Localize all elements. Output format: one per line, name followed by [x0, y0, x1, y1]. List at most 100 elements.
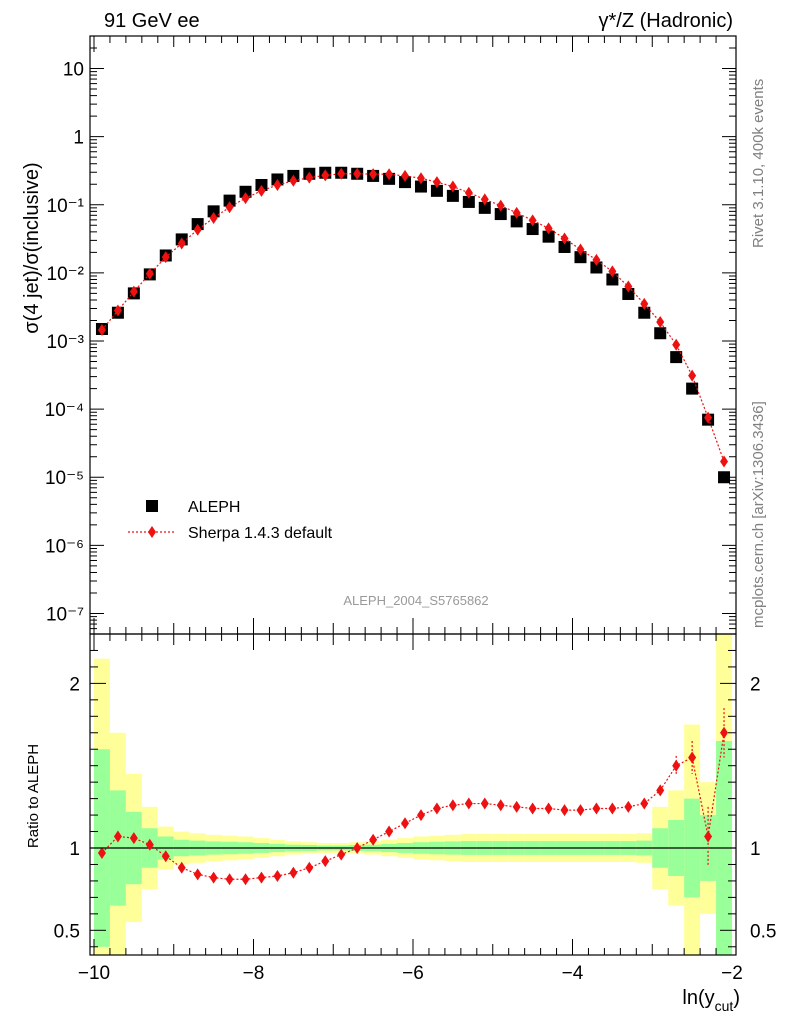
aleph-data-point [494, 208, 507, 221]
sherpa-data-point [464, 186, 473, 199]
upper-y-tick-label: 10⁻⁷ [46, 604, 84, 625]
upper-y-axis-title: σ(4 jet)/σ(inclusive) [21, 162, 43, 333]
aleph-data-point [207, 205, 220, 218]
upper-y-tick-label: 10⁻⁴ [45, 400, 84, 421]
sherpa-data-point [321, 169, 330, 182]
mcplots-label: mcplots.cern.ch [arXiv:1306.3436] [750, 401, 767, 628]
ratio-data-point [161, 850, 170, 863]
ratio-data-point [273, 869, 282, 882]
sherpa-data-point [448, 180, 457, 193]
ratio-data-point [369, 833, 378, 846]
ratio-data-point [145, 838, 154, 851]
aleph-data-point [542, 230, 555, 243]
ratio-data-point [241, 873, 250, 886]
sherpa-data-point [337, 167, 346, 180]
ratio-data-point [592, 802, 601, 815]
sherpa-data-point [592, 253, 601, 266]
ratio-y-tick-label-right: 1 [750, 839, 761, 860]
sherpa-data-point [145, 267, 154, 280]
sherpa-data-point [688, 369, 697, 382]
ratio-y-tick-label-right: 2 [750, 674, 761, 695]
ratio-y-tick-label: 2 [69, 674, 80, 695]
aleph-data-point [446, 189, 459, 202]
aleph-data-point [686, 382, 699, 395]
ratio-data-point [480, 797, 489, 810]
sherpa-data-point [305, 171, 314, 184]
upper-y-tick-label: 10⁻⁵ [45, 468, 84, 489]
aleph-data-point [558, 240, 571, 253]
sherpa-data-point [129, 285, 138, 298]
aleph-data-point [574, 251, 587, 264]
ratio-data-point [209, 871, 218, 884]
ratio-data-point [656, 784, 665, 797]
sherpa-data-point [528, 214, 537, 227]
ratio-data-point [321, 855, 330, 868]
ratio-data-point [576, 804, 585, 817]
aleph-data-point [399, 176, 412, 189]
sherpa-data-point [97, 324, 106, 337]
sherpa-data-point [608, 265, 617, 278]
ratio-data-point [704, 830, 713, 843]
x-tick-label: −10 [78, 963, 110, 984]
x-axis-title: ln(ycut) [682, 987, 740, 1014]
ratio-data-point [448, 799, 457, 812]
ratio-sherpa-line [101, 732, 725, 880]
sherpa-data-point [656, 316, 665, 329]
ratio-data-point [177, 861, 186, 874]
header-left-label: 91 GeV ee [104, 10, 200, 32]
legend-label-aleph: ALEPH [188, 499, 240, 516]
ratio-data-point [640, 797, 649, 810]
ratio-data-point [289, 866, 298, 879]
ratio-data-point [225, 873, 234, 886]
aleph-data-point [414, 180, 427, 193]
sherpa-data-point [480, 193, 489, 206]
aleph-data-point [510, 215, 523, 228]
sherpa-data-point [113, 304, 122, 317]
ratio-y-tick-label: 1 [69, 839, 80, 860]
aleph-data-point [638, 306, 651, 319]
sherpa-data-point [369, 168, 378, 181]
sherpa-data-point [193, 223, 202, 236]
sherpa-data-point [704, 411, 713, 424]
header-right-label: γ*/Z (Hadronic) [599, 10, 733, 32]
ratio-data-point [129, 832, 138, 845]
sherpa-data-point [177, 237, 186, 250]
sherpa-data-point [544, 222, 553, 235]
upper-y-tick-label: 10⁻¹ [47, 196, 85, 217]
legend-label-sherpa: Sherpa 1.4.3 default [188, 525, 333, 542]
ratio-y-tick-label-right: 0.5 [750, 921, 776, 942]
ratio-data-point [528, 802, 537, 815]
sherpa-data-point [289, 174, 298, 187]
ratio-data-point [544, 802, 553, 815]
ratio-y-axis-title: Ratio to ALEPH [25, 744, 42, 848]
aleph-data-point [670, 351, 683, 364]
x-tick-label: −4 [562, 963, 584, 984]
ratio-data-point [496, 799, 505, 812]
aleph-data-point [622, 287, 635, 300]
ratio-y-tick-label: 0.5 [54, 921, 80, 942]
sherpa-data-point [273, 178, 282, 191]
sherpa-data-point [161, 251, 170, 264]
rivet-version-label: Rivet 3.1.10, 400k events [750, 79, 767, 248]
ratio-data-point [113, 830, 122, 843]
x-tick-label: −2 [721, 963, 743, 984]
ratio-data-point [401, 817, 410, 830]
aleph-data-point [590, 261, 603, 274]
aleph-data-point [526, 223, 539, 236]
upper-y-tick-label: 10⁻⁶ [45, 536, 84, 557]
upper-plot-frame [89, 35, 737, 635]
sherpa-data-point [257, 184, 266, 197]
ratio-data-point [720, 726, 729, 739]
ratio-data-point [353, 842, 362, 854]
x-tick-label: −8 [243, 963, 265, 984]
ratio-data-point [432, 802, 441, 815]
aleph-data-point [654, 327, 667, 340]
sherpa-data-point [672, 338, 681, 351]
ratio-data-point [337, 848, 346, 861]
ratio-data-point [257, 871, 266, 884]
ratio-data-point [608, 802, 617, 815]
upper-y-tick-label: 1 [73, 128, 84, 149]
ratio-plot-frame [89, 633, 737, 956]
ratio-data-point [464, 797, 473, 810]
